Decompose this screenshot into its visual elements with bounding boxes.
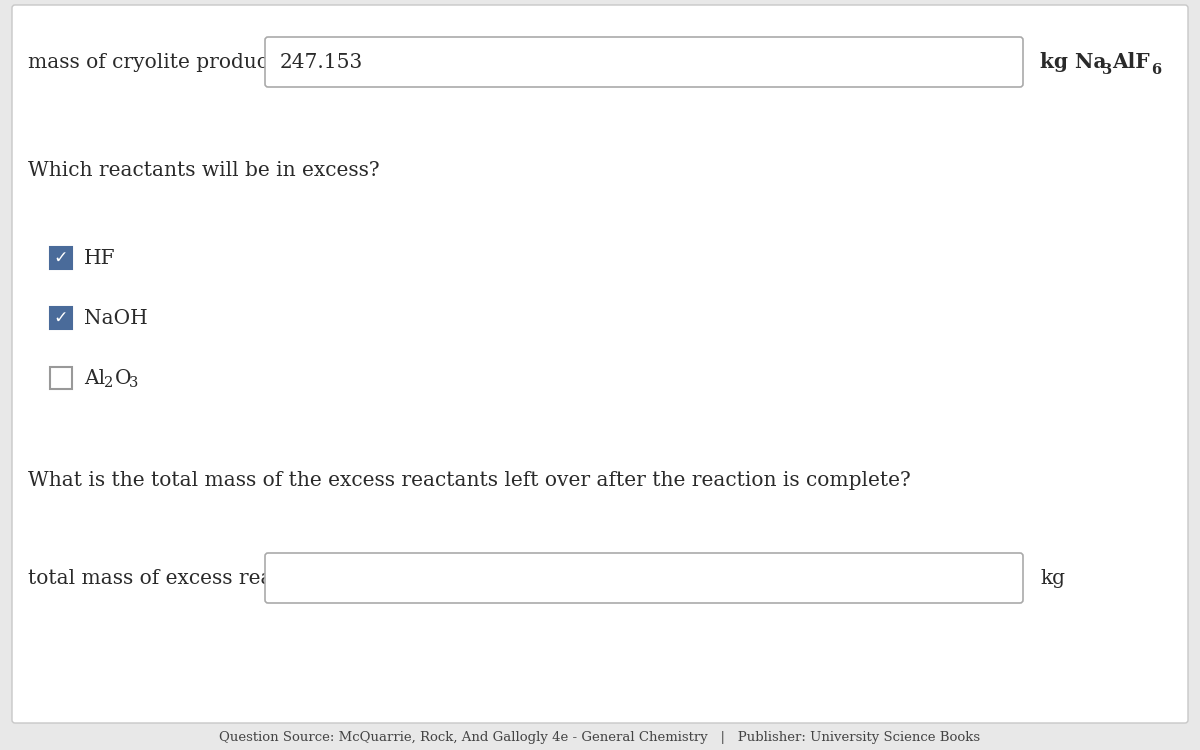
Text: 6: 6 xyxy=(1151,63,1162,77)
FancyBboxPatch shape xyxy=(265,37,1022,87)
FancyBboxPatch shape xyxy=(12,5,1188,723)
Text: kg Na: kg Na xyxy=(1040,52,1106,72)
Text: total mass of excess reactants:: total mass of excess reactants: xyxy=(28,568,342,587)
Text: 3: 3 xyxy=(1102,63,1112,77)
Text: ✓: ✓ xyxy=(54,249,68,267)
FancyBboxPatch shape xyxy=(265,553,1022,603)
Text: 3: 3 xyxy=(130,376,138,390)
Text: What is the total mass of the excess reactants left over after the reaction is c: What is the total mass of the excess rea… xyxy=(28,470,911,490)
FancyBboxPatch shape xyxy=(50,367,72,389)
Text: ✓: ✓ xyxy=(54,309,68,327)
Text: kg: kg xyxy=(1040,568,1066,587)
Text: mass of cryolite produced:: mass of cryolite produced: xyxy=(28,53,300,71)
Text: Question Source: McQuarrie, Rock, And Gallogly 4e - General Chemistry   |   Publ: Question Source: McQuarrie, Rock, And Ga… xyxy=(220,730,980,743)
FancyBboxPatch shape xyxy=(50,307,72,329)
Text: AlF: AlF xyxy=(1112,52,1150,72)
Text: NaOH: NaOH xyxy=(84,308,148,328)
Text: HF: HF xyxy=(84,248,115,268)
Text: Al: Al xyxy=(84,368,106,388)
FancyBboxPatch shape xyxy=(50,247,72,269)
Text: 2: 2 xyxy=(104,376,113,390)
Text: O: O xyxy=(115,368,132,388)
Text: Which reactants will be in excess?: Which reactants will be in excess? xyxy=(28,160,379,179)
Text: 247.153: 247.153 xyxy=(280,53,364,71)
